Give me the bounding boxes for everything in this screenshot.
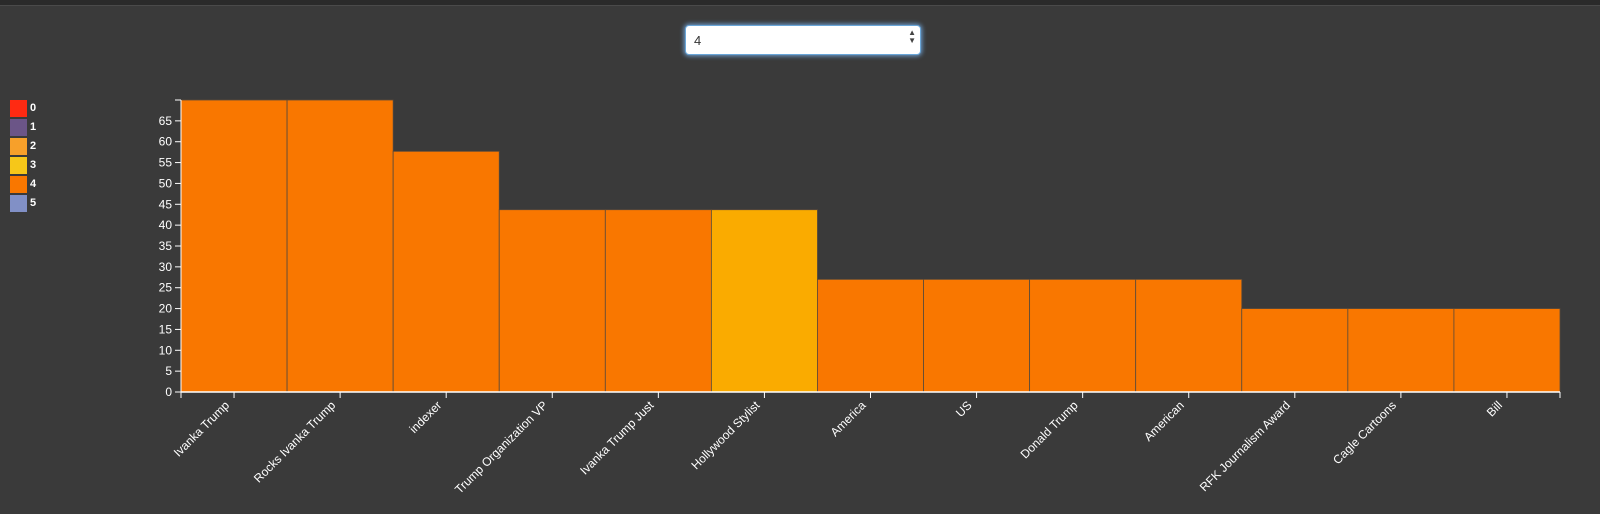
x-tick-label: Ivanka Trump Just bbox=[577, 398, 657, 478]
y-tick-label: 50 bbox=[159, 176, 173, 190]
x-tick-label: Hollywood Stylist bbox=[689, 398, 764, 473]
bar[interactable] bbox=[710, 209, 818, 393]
x-tick-label: Cagle Cartoons bbox=[1330, 398, 1399, 467]
y-tick-label: 55 bbox=[159, 156, 173, 170]
x-tick-label: US bbox=[953, 398, 975, 420]
x-tick-label: indexer bbox=[407, 398, 445, 436]
bars-group bbox=[180, 99, 1561, 393]
x-tick-label: Rocks Ivanka Trump bbox=[251, 398, 338, 485]
bar[interactable] bbox=[604, 209, 712, 393]
bar[interactable] bbox=[392, 150, 500, 393]
legend-label: 4 bbox=[30, 178, 37, 190]
y-tick-label: 20 bbox=[159, 302, 173, 316]
x-tick-label: Ivanka Trump bbox=[171, 398, 233, 460]
y-axis: 0 5 10 15 20 25 30 35 40 45 50 55 60 65 bbox=[159, 99, 182, 399]
x-tick-label: Trump Organization VP bbox=[452, 398, 550, 496]
y-tick-label: 30 bbox=[159, 260, 173, 274]
y-tick-label: 15 bbox=[159, 322, 173, 336]
x-axis: Ivanka Trump Rocks Ivanka Trump indexer Tru… bbox=[171, 391, 1561, 496]
y-tick-label: 65 bbox=[159, 114, 173, 128]
legend-swatch bbox=[10, 100, 27, 117]
legend-label: 2 bbox=[30, 140, 37, 152]
y-tick-label: 60 bbox=[159, 135, 173, 149]
legend-swatch bbox=[10, 119, 27, 136]
select-arrows-icon: ▲ ▼ bbox=[908, 28, 916, 45]
legend-swatch bbox=[10, 157, 27, 174]
bar[interactable] bbox=[286, 99, 394, 393]
legend-label: 5 bbox=[30, 197, 37, 209]
y-tick-label: 40 bbox=[159, 218, 173, 232]
x-tick-label: RFK Journalism Award bbox=[1197, 398, 1293, 494]
bar[interactable] bbox=[923, 278, 1031, 393]
y-tick-label: 0 bbox=[165, 385, 172, 399]
group-select[interactable]: 4 ▲ ▼ bbox=[685, 25, 921, 55]
window-top-bar bbox=[0, 0, 1600, 6]
x-tick-label: Bill bbox=[1484, 398, 1505, 419]
x-tick-label: Donald Trump bbox=[1018, 398, 1081, 461]
legend-swatch bbox=[10, 195, 27, 212]
legend-label: 1 bbox=[30, 121, 37, 133]
y-tick-label: 25 bbox=[159, 281, 173, 295]
y-tick-label: 35 bbox=[159, 239, 173, 253]
bar[interactable] bbox=[1241, 308, 1349, 393]
group-select-value: 4 bbox=[694, 33, 702, 48]
x-tick-label: American bbox=[1141, 398, 1187, 444]
legend-label: 0 bbox=[30, 102, 37, 114]
legend-label: 3 bbox=[30, 159, 37, 171]
y-tick-label: 5 bbox=[165, 364, 172, 378]
legend-swatch bbox=[10, 176, 27, 193]
legend-swatch bbox=[10, 138, 27, 155]
x-tick-label: America bbox=[828, 398, 869, 439]
y-tick-label: 10 bbox=[159, 343, 173, 357]
bar[interactable] bbox=[498, 209, 606, 393]
bar[interactable] bbox=[817, 278, 924, 393]
y-tick-label: 45 bbox=[159, 197, 173, 211]
bar[interactable] bbox=[1135, 278, 1243, 393]
bar[interactable] bbox=[180, 99, 288, 393]
bar[interactable] bbox=[1347, 308, 1455, 393]
bar[interactable] bbox=[1453, 308, 1561, 393]
bar[interactable] bbox=[1029, 278, 1137, 393]
